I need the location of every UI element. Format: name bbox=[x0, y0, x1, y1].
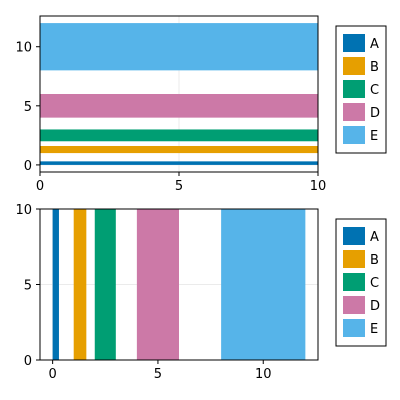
legend-label-e: E bbox=[370, 129, 378, 144]
legend-label-a: A bbox=[370, 37, 379, 52]
bar-c bbox=[94, 209, 116, 360]
tick-label-x: 0 bbox=[48, 367, 56, 382]
bar-b bbox=[73, 209, 87, 360]
legend-swatch-e bbox=[343, 126, 365, 144]
tick-marks bbox=[36, 46, 319, 176]
legend-label-b: B bbox=[370, 60, 379, 75]
bar-e bbox=[221, 209, 306, 360]
bars bbox=[40, 23, 318, 165]
tick-label-x: 5 bbox=[175, 179, 183, 194]
legend-swatch-c bbox=[343, 273, 365, 291]
tick-label-x: 5 bbox=[154, 367, 162, 382]
bar-d bbox=[40, 94, 318, 118]
bar-a bbox=[52, 209, 59, 360]
tick-label-x: 10 bbox=[255, 367, 272, 382]
legend-label-c: C bbox=[370, 276, 379, 291]
bar-c bbox=[40, 129, 318, 142]
tick-label-x: 10 bbox=[310, 179, 327, 194]
tick-labels: 0 5 10 0 5 10 bbox=[15, 203, 271, 382]
tick-label-y: 5 bbox=[24, 279, 32, 294]
legend-swatch-a bbox=[343, 227, 365, 245]
tick-label-x: 0 bbox=[36, 179, 44, 194]
tick-label-y: 10 bbox=[15, 41, 32, 56]
tick-label-y: 0 bbox=[24, 159, 32, 174]
legend-label-d: D bbox=[370, 106, 380, 121]
legend-label-e: E bbox=[370, 322, 378, 337]
tick-label-y: 5 bbox=[24, 100, 32, 115]
legend-swatch-c bbox=[343, 80, 365, 98]
bars bbox=[52, 209, 306, 360]
bar-a bbox=[40, 161, 318, 165]
legend-swatch-a bbox=[343, 34, 365, 52]
legend-label-d: D bbox=[370, 299, 380, 314]
bar-b bbox=[40, 146, 318, 154]
tick-label-y: 10 bbox=[15, 203, 32, 218]
tick-labels: 0 5 10 0 5 10 bbox=[15, 41, 326, 194]
legend-swatch-d bbox=[343, 103, 365, 121]
bar-e bbox=[40, 23, 318, 71]
tick-label-y: 0 bbox=[24, 354, 32, 369]
legend-swatch-d bbox=[343, 296, 365, 314]
legend-swatch-b bbox=[343, 250, 365, 268]
legend-swatch-b bbox=[343, 57, 365, 75]
tick-marks bbox=[36, 208, 264, 364]
bar-d bbox=[136, 209, 179, 360]
legend-label-a: A bbox=[370, 230, 379, 245]
legend-swatch-e bbox=[343, 319, 365, 337]
legend-label-c: C bbox=[370, 83, 379, 98]
legend-label-b: B bbox=[370, 253, 379, 268]
